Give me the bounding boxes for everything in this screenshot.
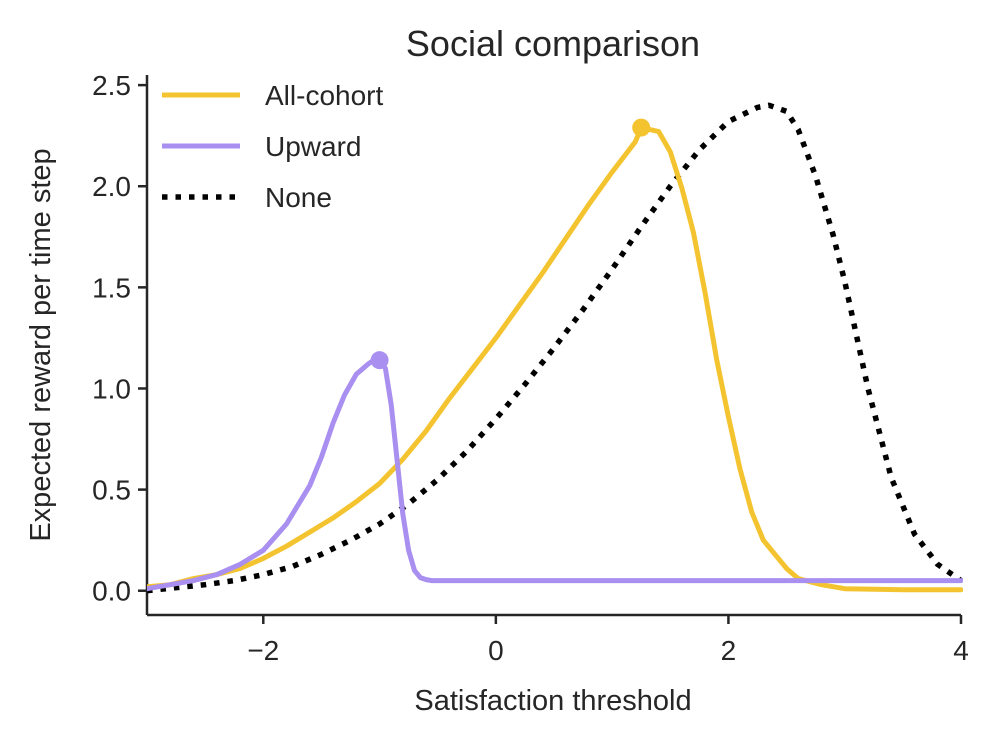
legend-label-none: None [265,182,332,213]
plot-area [147,102,963,594]
legend-label-all-cohort: All-cohort [265,80,383,111]
legend: All-cohort Upward None [162,80,383,213]
axes [145,75,961,617]
x-tick-label: −2 [247,635,279,666]
y-tick-label: 2.0 [92,171,131,202]
x-tick-label: 2 [721,635,737,666]
y-tick-label: 0.0 [92,576,131,607]
chart-title: Social comparison [406,23,700,64]
y-tick-label: 0.5 [92,475,131,506]
series-group [147,102,963,594]
series-line-none [147,102,963,594]
y-tick-label: 1.5 [92,272,131,303]
x-axis-label: Satisfaction threshold [414,685,691,717]
x-tick-label: 0 [488,635,504,666]
x-tick-label: 4 [953,635,969,666]
series-line-all-cohort [147,125,963,593]
y-axis-label: Expected reward per time step [25,148,57,541]
legend-label-upward: Upward [265,131,361,162]
y-tick-label: 1.0 [92,373,131,404]
peak-marker-upward [370,351,389,370]
y-tick-label: 2.5 [92,70,131,101]
series-line-upward [147,357,963,592]
x-ticks: −2 0 2 4 [247,615,969,666]
y-ticks: 0.0 0.5 1.0 1.5 2.0 2.5 [92,70,147,607]
peak-marker-all-cohort [632,118,651,137]
